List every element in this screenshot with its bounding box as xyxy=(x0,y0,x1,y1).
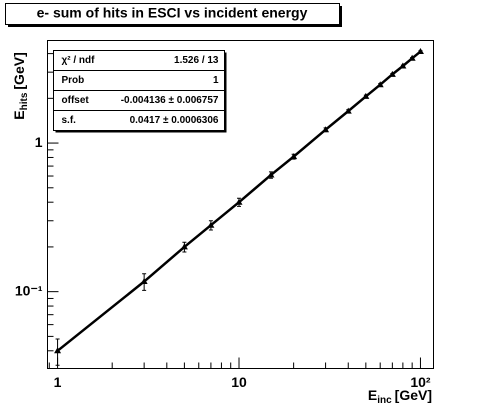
marker xyxy=(388,70,396,77)
y-label-main: E xyxy=(11,110,27,119)
stats-value: 0.0417 ± 0.0006306 xyxy=(130,115,219,126)
x-tick-label: 10² xyxy=(410,374,431,390)
title-shadow xyxy=(339,6,342,27)
marker xyxy=(207,221,215,228)
marker xyxy=(362,92,370,99)
stats-label: χ² / ndf xyxy=(62,55,96,66)
stats-label: s.f. xyxy=(62,115,77,126)
frame xyxy=(47,40,434,369)
marker xyxy=(140,278,148,285)
marker xyxy=(408,54,416,61)
marker xyxy=(399,62,407,69)
x-axis-label: Einc [GeV] xyxy=(368,387,432,406)
y-tick-label: 1 xyxy=(35,134,43,150)
stats-value: 1 xyxy=(213,75,219,86)
marker xyxy=(267,171,275,178)
stats-value: -0.004136 ± 0.006757 xyxy=(121,95,219,106)
x-label-sub: inc xyxy=(377,395,392,406)
stats-shadow xyxy=(224,52,227,133)
stats-label: offset xyxy=(62,95,90,106)
title-shadow xyxy=(8,24,342,27)
x-tick-label: 10 xyxy=(231,374,247,390)
marker xyxy=(416,48,424,55)
marker xyxy=(54,347,62,354)
x-label-main: E xyxy=(368,387,377,403)
marker xyxy=(180,243,188,250)
chart-title: e- sum of hits in ESCI vs incident energ… xyxy=(37,5,308,21)
marker xyxy=(376,81,384,88)
x-tick-label: 1 xyxy=(54,374,62,390)
x-label-unit: [GeV] xyxy=(395,387,432,403)
y-axis-label: Ehits [GeV] xyxy=(11,52,30,119)
marker xyxy=(235,198,243,205)
y-tick-label: 10⁻¹ xyxy=(15,282,43,298)
stats-label: Prob xyxy=(62,75,85,86)
stats-shadow xyxy=(55,130,227,133)
marker xyxy=(290,153,298,160)
y-label-sub: hits xyxy=(19,92,30,110)
stats-value: 1.526 / 13 xyxy=(174,55,219,66)
marker xyxy=(322,126,330,133)
marker xyxy=(344,107,352,114)
y-label-unit: [GeV] xyxy=(11,52,27,89)
